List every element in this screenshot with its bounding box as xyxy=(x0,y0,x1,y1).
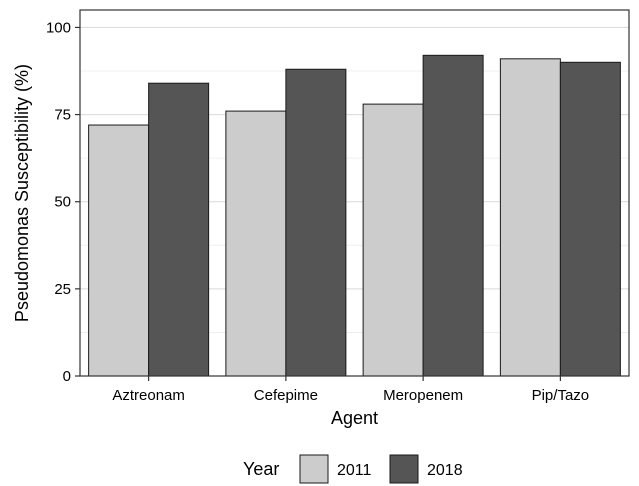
y-tick-label: 25 xyxy=(54,281,71,298)
y-tick-label: 75 xyxy=(54,107,71,124)
x-axis-title: Agent xyxy=(331,408,378,428)
bar-meropenem-2018 xyxy=(422,54,484,377)
legend-title: Year xyxy=(243,459,279,479)
legend-key-2011 xyxy=(299,454,329,484)
bar-cefepime-2018 xyxy=(285,68,347,377)
legend: Year 2011 2018 xyxy=(243,454,463,484)
bar-pip-tazo-2011 xyxy=(499,58,561,377)
legend-key-2018 xyxy=(389,454,419,484)
x-axis: Aztreonam Cefepime Meropenem Pip/Tazo xyxy=(112,376,589,404)
x-tick-label: Aztreonam xyxy=(112,387,185,404)
bar-aztreonam-2018 xyxy=(148,82,210,377)
legend-label-2011: 2011 xyxy=(337,462,372,479)
bar-aztreonam-2011 xyxy=(88,124,150,377)
y-axis: 0 25 50 75 100 xyxy=(46,19,80,385)
y-tick-label: 100 xyxy=(46,19,71,36)
y-tick-label: 0 xyxy=(63,368,71,385)
bars-group xyxy=(88,54,621,377)
bar-meropenem-2011 xyxy=(362,103,424,377)
x-tick-label: Pip/Tazo xyxy=(532,387,590,404)
y-tick-label: 50 xyxy=(54,194,71,211)
y-axis-title: Pseudomonas Susceptibility (%) xyxy=(12,64,32,322)
bar-cefepime-2011 xyxy=(225,110,287,377)
x-tick-label: Cefepime xyxy=(254,387,318,404)
x-tick-label: Meropenem xyxy=(383,387,463,404)
bar-pip-tazo-2018 xyxy=(559,61,621,377)
legend-label-2018: 2018 xyxy=(427,462,463,479)
plot-panel-border xyxy=(79,9,630,377)
